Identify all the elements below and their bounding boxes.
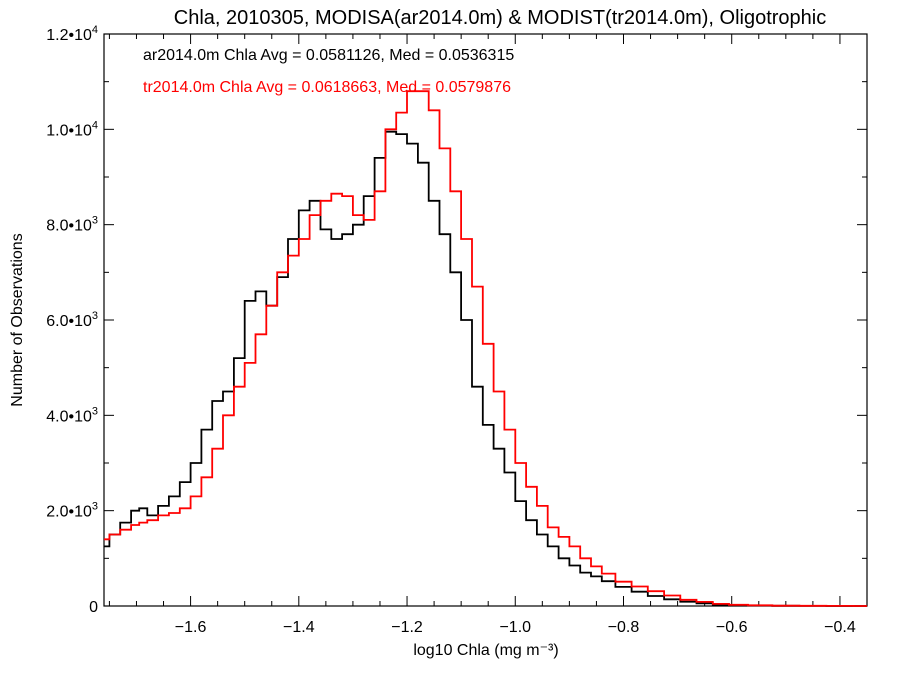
y-tick-mantissa: 4.0•10: [46, 408, 92, 425]
y-tick-mantissa: 8.0•10: [46, 218, 92, 235]
y-tick-exponent: 4: [92, 24, 98, 36]
x-tick-label: −1.2: [391, 619, 423, 636]
x-axis-ticks: −1.6 −1.4 −1.2 −1.0 −0.8 −0.6 −0.4: [108, 34, 868, 636]
x-axis-label: log10 Chla (mg m⁻³): [413, 642, 558, 659]
y-tick-mantissa: 1.2•10: [46, 27, 92, 44]
y-tick-label: 2.0•103: [46, 501, 98, 521]
x-tick-label: −1.6: [175, 619, 207, 636]
y-tick-label: 1.2•104: [46, 24, 98, 44]
x-tick-label: −0.6: [716, 619, 748, 636]
y-tick-exponent: 4: [92, 119, 98, 131]
series-line-ar2014.0m: [104, 130, 867, 607]
series-annotation-tr2014: tr2014.0m Chla Avg = 0.0618663, Med = 0.…: [143, 79, 511, 96]
plot-frame: [103, 33, 868, 607]
x-tick-label: −1.0: [499, 619, 531, 636]
series-annotation-ar2014: ar2014.0m Chla Avg = 0.0581126, Med = 0.…: [143, 47, 514, 64]
y-tick-exponent: 3: [92, 310, 98, 322]
y-tick-exponent: 3: [92, 215, 98, 227]
x-tick-label: −1.4: [283, 619, 315, 636]
y-axis-ticks: 02.0•1034.0•1036.0•1038.0•1031.0•1041.2•…: [46, 24, 867, 616]
y-tick-exponent: 3: [92, 501, 98, 513]
y-tick-label: 0: [89, 599, 98, 616]
y-tick-label: 1.0•104: [46, 119, 98, 139]
x-tick-label: −0.8: [608, 619, 640, 636]
y-tick-mantissa: 6.0•10: [46, 313, 92, 330]
y-axis-label: Number of Observations: [9, 233, 26, 406]
y-tick-label: 4.0•103: [46, 405, 98, 425]
series-lines: [104, 90, 867, 607]
chart-title: Chla, 2010305, MODISA(ar2014.0m) & MODIS…: [174, 7, 826, 29]
series-line-tr2014.0m: [104, 90, 867, 607]
y-tick-label: 8.0•103: [46, 215, 98, 235]
y-tick-mantissa: 2.0•10: [46, 504, 92, 521]
y-tick-mantissa: 1.0•10: [46, 122, 92, 139]
y-tick-label: 6.0•103: [46, 310, 98, 330]
y-tick-exponent: 3: [92, 405, 98, 417]
x-tick-label: −0.4: [824, 619, 856, 636]
y-tick-mantissa: 0: [89, 599, 98, 616]
